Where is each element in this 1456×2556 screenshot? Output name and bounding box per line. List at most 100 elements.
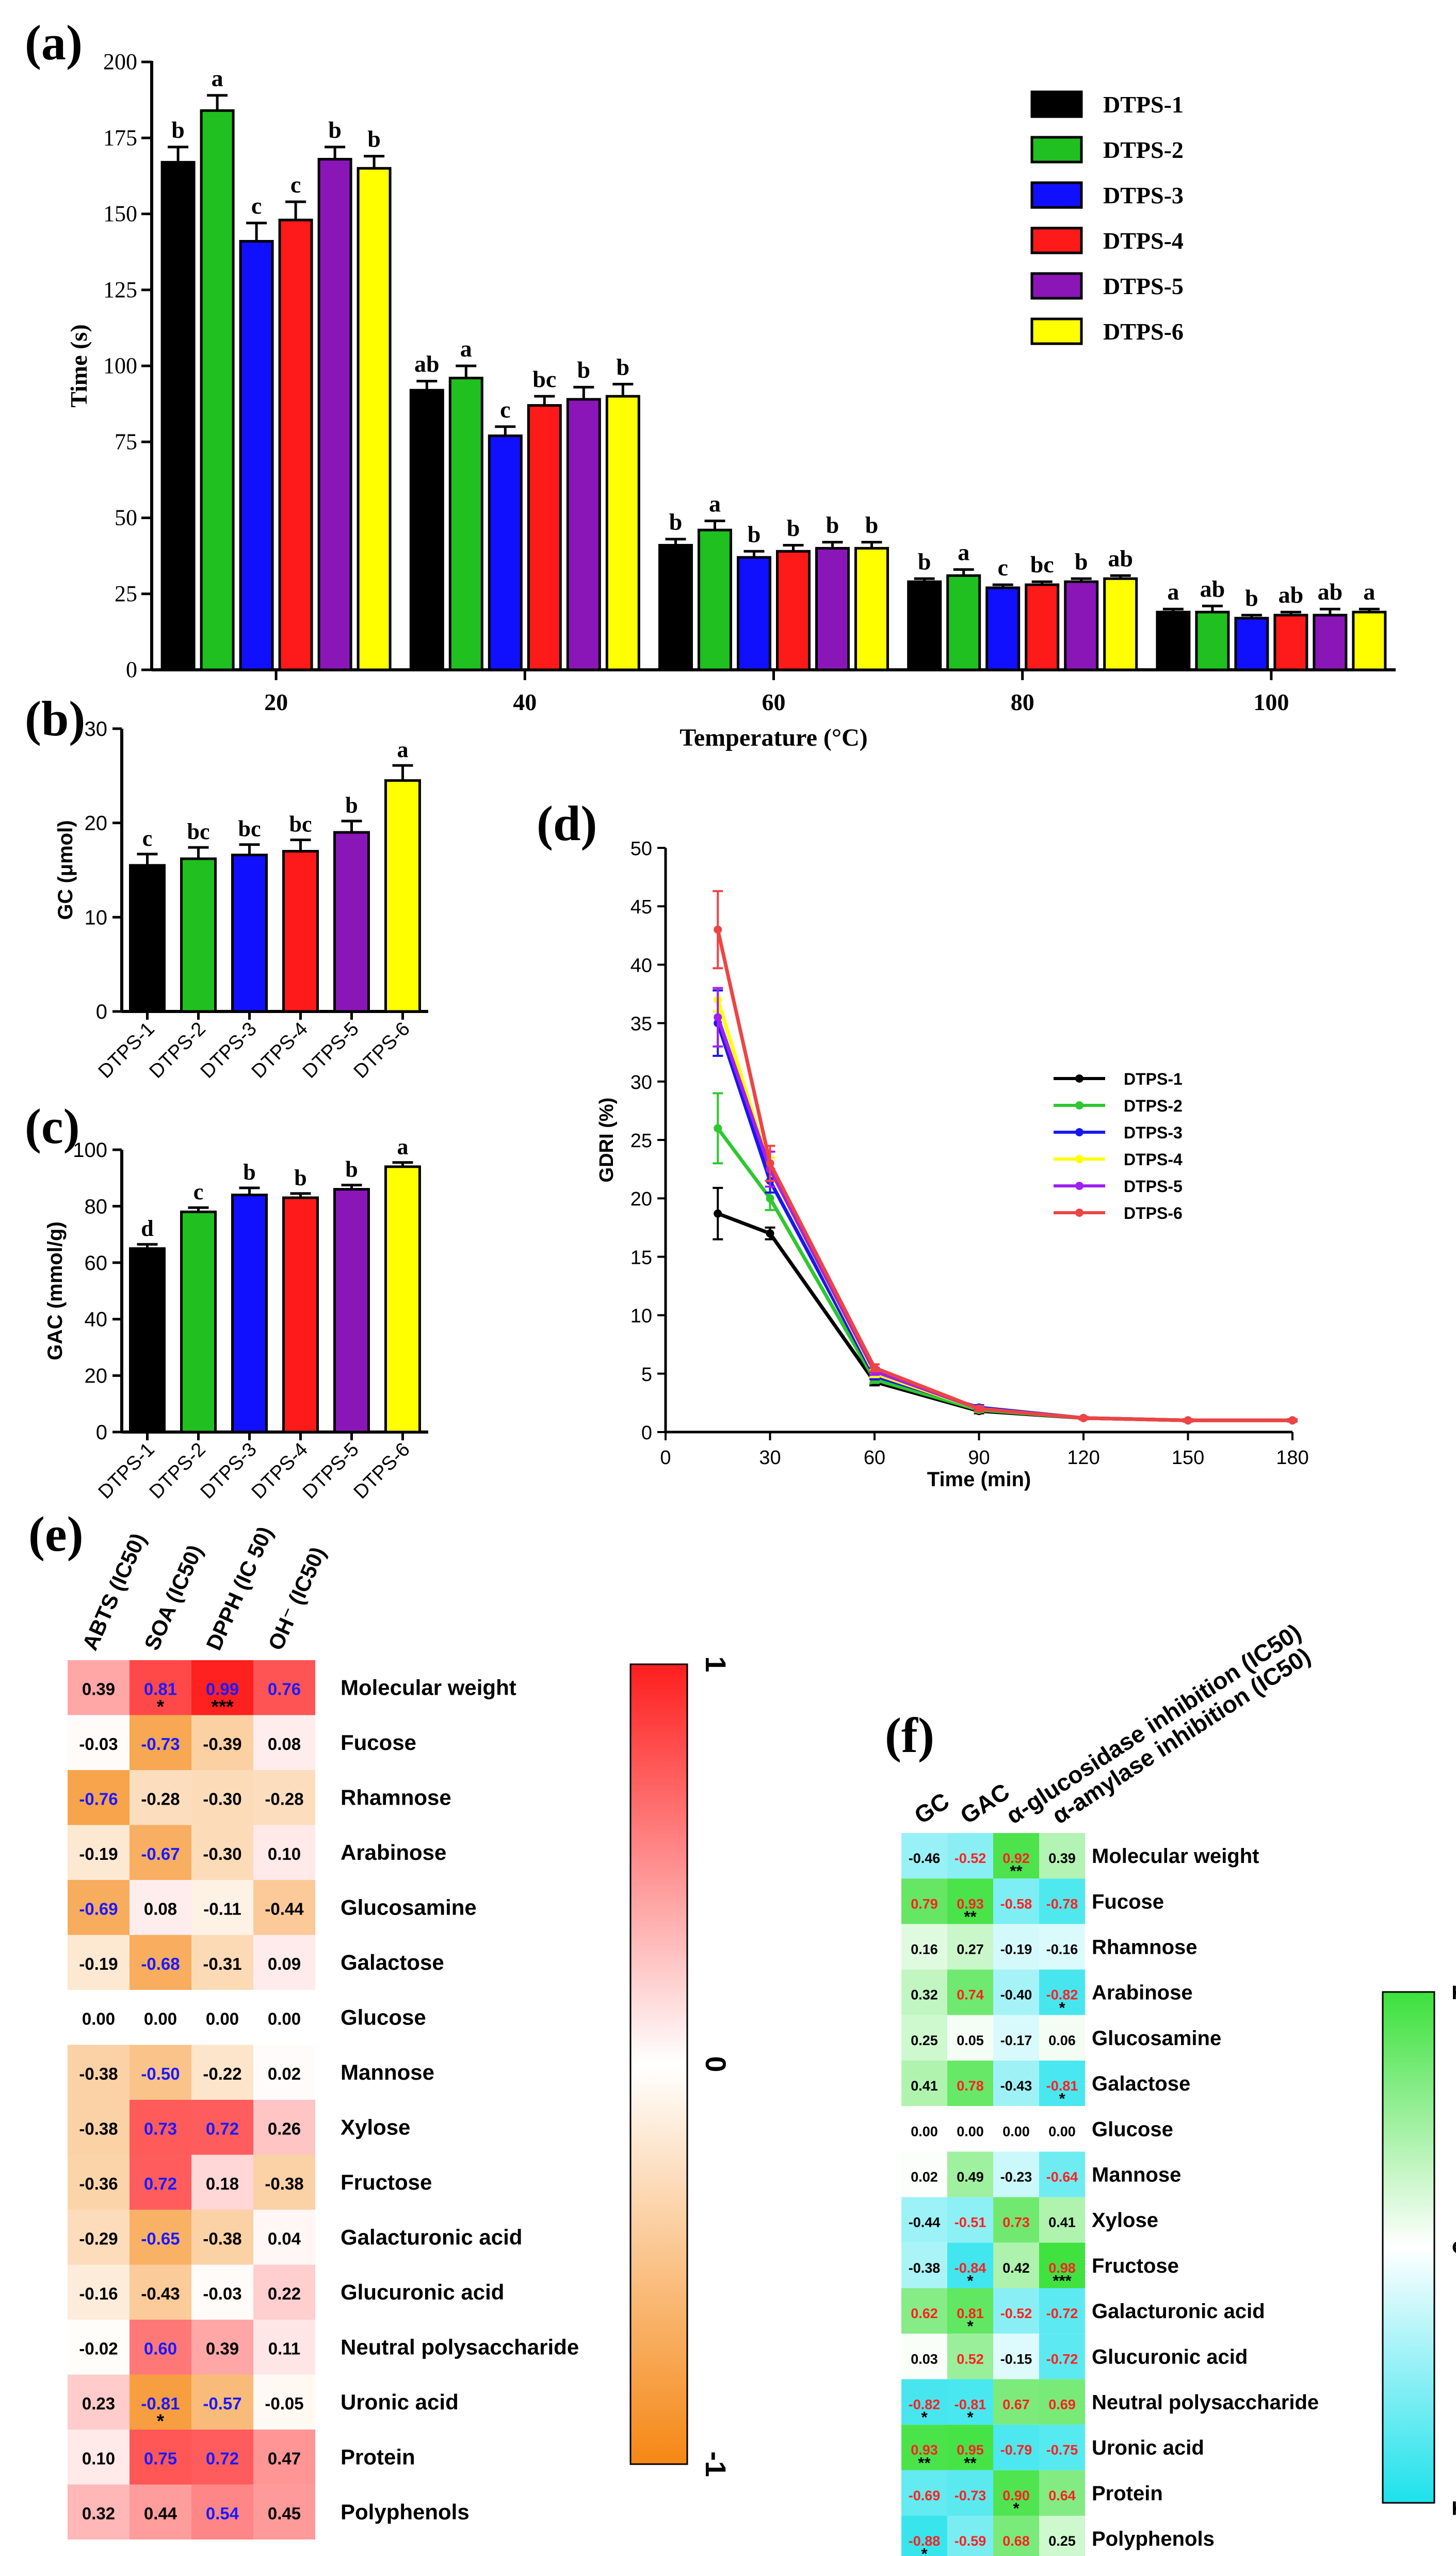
heat-cell-value: -0.02 [79, 2339, 118, 2358]
marker-d-DTPS-1 [714, 1209, 722, 1218]
heat-row-label: Polyphenols [341, 2500, 470, 2524]
sig-letter: d [141, 1216, 153, 1241]
x-tick-label-a: 20 [264, 689, 288, 715]
y-tick-label-d: 35 [630, 1014, 652, 1035]
heat-cell-value: -0.50 [141, 2064, 180, 2083]
x-tick-label-d: 90 [968, 1447, 990, 1469]
heat-row-label: Arabinose [1092, 1982, 1193, 2004]
heat-significance: * [967, 2408, 974, 2426]
y-axis-label-group: GAC (mmol/g) [44, 1221, 67, 1360]
heat-cell [130, 1935, 191, 1990]
sig-letter-a: ab [1108, 545, 1133, 571]
heat-cell [993, 1969, 1039, 2015]
heat-cell [1039, 2288, 1085, 2334]
heat-cell [901, 1878, 947, 1924]
heat-cell [1039, 2516, 1085, 2556]
y-tick-label-a: 150 [103, 201, 137, 227]
x-tick-label: DTPS-1 [94, 1439, 159, 1503]
heat-cell-value: 0.72 [206, 2119, 239, 2138]
bar-DTPS-5 [333, 1188, 370, 1434]
heat-cell [68, 1825, 130, 1880]
heat-cell [1039, 1833, 1085, 1879]
heat-cell-value: -0.28 [141, 1789, 180, 1808]
heat-col-label-group: α-amylase inhibition (IC50) [1047, 1642, 1315, 1829]
heat-cell [947, 1924, 993, 1970]
y-tick-label: 40 [85, 1308, 108, 1331]
heat-row-label: Glucose [341, 2005, 426, 2029]
heat-significance: * [157, 2410, 165, 2432]
heat-cell [68, 2100, 130, 2155]
heat-cell-value: 0.67 [1002, 2397, 1030, 2413]
heat-cell [901, 2334, 947, 2380]
y-tick-label: 80 [85, 1195, 108, 1218]
heat-cell [1039, 2470, 1085, 2516]
heat-col-label-group: OH⁻ (IC50) [263, 1543, 330, 1653]
heat-cell-value: 0.41 [911, 2078, 938, 2094]
heat-cell-value: 0.00 [206, 2009, 239, 2028]
heat-cell-value: -0.88 [909, 2533, 941, 2549]
heat-cell-value: 0.05 [957, 2033, 984, 2048]
sig-letter-a: b [171, 117, 185, 143]
heat-cell-value: 0.00 [82, 2009, 115, 2028]
panel-label-e: (e) [28, 1506, 84, 1562]
y-tick-label-a: 0 [126, 657, 137, 682]
line-d-DTPS-5 [716, 1017, 1292, 1422]
bar-a-DTPS-6 [1352, 610, 1387, 671]
heat-cell-value: -0.03 [79, 1734, 118, 1754]
sig-letter-a: a [1363, 578, 1375, 605]
bar-a-DTPS-1 [907, 580, 942, 671]
heat-cell [901, 2242, 947, 2288]
heat-cell [68, 1770, 130, 1825]
heat-cell-value: 0.39 [82, 1679, 115, 1698]
heat-cell [901, 1833, 947, 1879]
heat-cell [68, 2374, 130, 2430]
bar-a-DTPS-2 [1195, 610, 1230, 671]
bar-DTPS-2 [180, 1210, 217, 1434]
heat-cell-value: 0.68 [1002, 2533, 1030, 2549]
heat-cell [253, 1825, 315, 1880]
x-tick-label-group: DTPS-1 [94, 1439, 159, 1503]
heat-cell-value: -0.72 [1046, 2351, 1078, 2367]
legend-label-a: DTPS-5 [1103, 273, 1184, 299]
heat-cell-value: -0.52 [1000, 2306, 1032, 2321]
legend-label-a: DTPS-2 [1103, 137, 1184, 163]
sig-letter-a: b [748, 521, 761, 547]
heat-col-label-group: SOA (IC50) [139, 1541, 207, 1654]
line-d-DTPS-3 [716, 1022, 1292, 1422]
colorbar-e [629, 1663, 688, 2465]
heat-cell-value: -0.64 [1046, 2169, 1078, 2185]
heat-cell-value: -0.38 [79, 2119, 118, 2138]
colorbar-tick-group: 1 [700, 1656, 732, 1672]
sig-letter-a: c [290, 171, 301, 198]
heat-cell-value: 0.02 [268, 2064, 301, 2083]
heat-cell [253, 1660, 315, 1715]
heat-cell [1039, 2151, 1085, 2197]
sig-letter-a: b [787, 515, 800, 541]
heat-row-label: Rhamnose [1092, 1936, 1198, 1959]
x-tick-label: DTPS-4 [248, 1018, 312, 1083]
y-tick-label-d: 5 [641, 1364, 652, 1386]
heat-significance: * [157, 1696, 165, 1717]
heat-significance: * [1013, 2499, 1020, 2517]
bar-DTPS-6 [384, 1165, 421, 1434]
legend-label-a: DTPS-3 [1103, 182, 1184, 208]
sig-letter-a: b [1075, 548, 1088, 574]
heat-cell [191, 2210, 253, 2265]
heat-cell-value: -0.67 [141, 1844, 180, 1863]
heat-cell-value: -0.19 [79, 1844, 118, 1863]
legend-marker-d [1075, 1155, 1083, 1163]
heat-cell [993, 1833, 1039, 1879]
x-tick-label: DTPS-1 [94, 1018, 159, 1083]
sig-letter-a: c [251, 192, 262, 219]
heat-cell-value: 0.32 [911, 1987, 938, 2003]
heat-cell [993, 2516, 1039, 2556]
colorbar-tick-group: -1 [1447, 2490, 1456, 2516]
heat-cell-value: -0.11 [203, 1899, 241, 1918]
heat-cell [130, 1990, 191, 2045]
y-tick-label-a: 75 [115, 429, 137, 454]
heat-cell-value: -0.19 [1000, 1942, 1032, 1957]
heat-col-label: ABTS (IC50) [77, 1530, 151, 1654]
heat-cell [130, 2045, 191, 2100]
heat-cell [191, 2045, 253, 2100]
heat-cell-value: -0.72 [1046, 2306, 1078, 2321]
